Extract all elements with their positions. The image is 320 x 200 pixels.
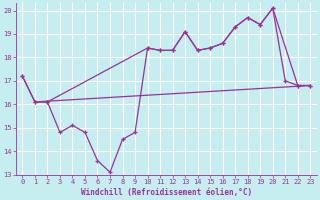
X-axis label: Windchill (Refroidissement éolien,°C): Windchill (Refroidissement éolien,°C) xyxy=(81,188,252,197)
